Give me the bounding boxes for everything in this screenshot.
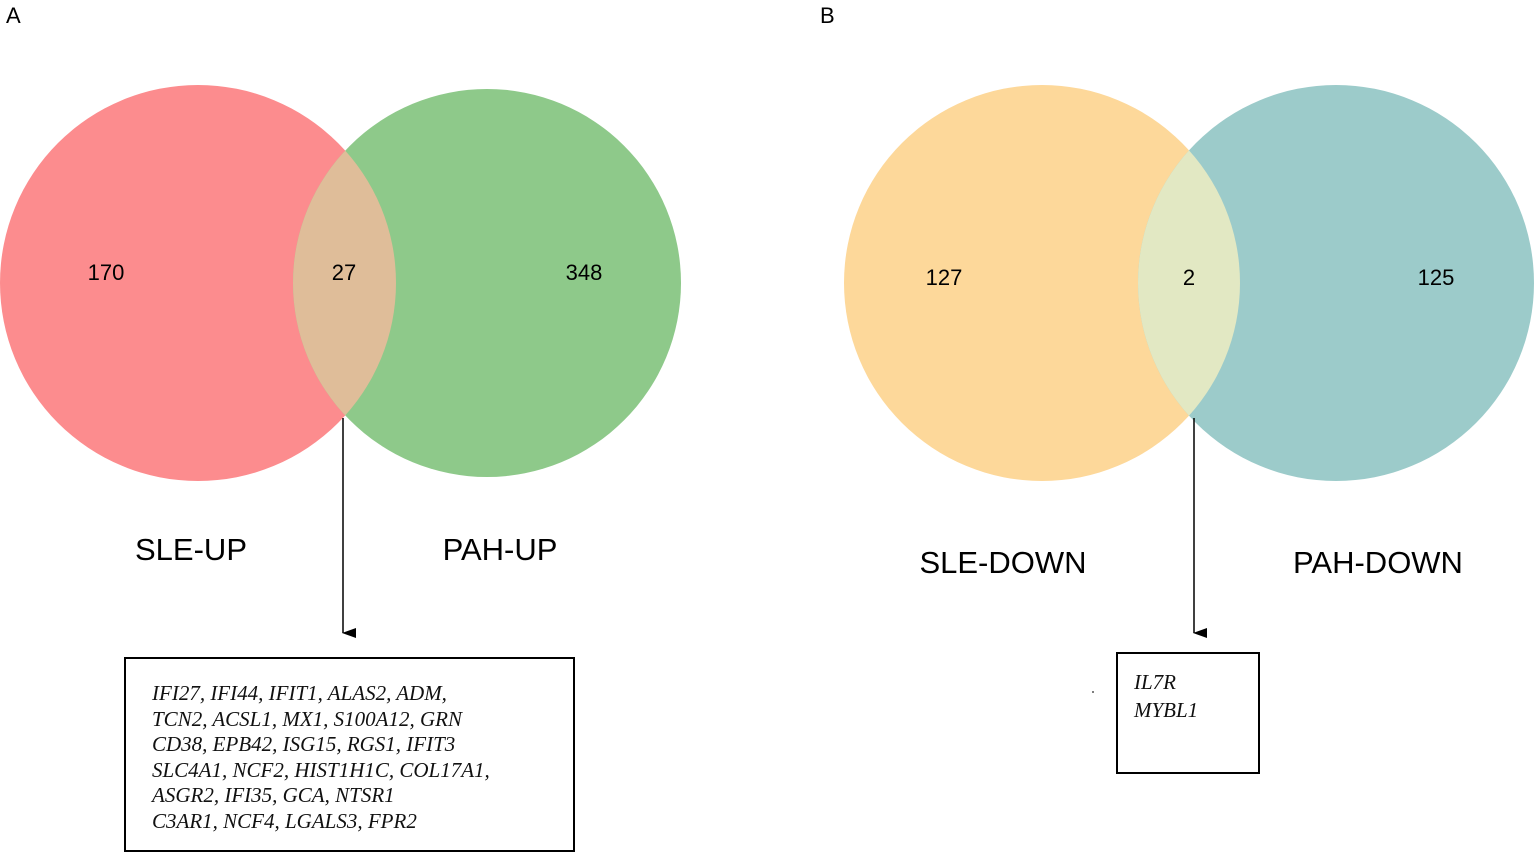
gene-list-line: TCN2, ACSL1, MX1, S100A12, GRN [152,706,462,731]
stray-dot [1092,691,1094,693]
pah-up-label: PAH-UP [442,532,558,567]
sle-down-circle [844,85,1240,481]
gene-list-line: MYBL1 [1134,698,1199,722]
panel-a-letter: A [6,3,21,28]
gene-list-line: CD38, EPB42, ISG15, RGS1, IFIT3 [152,732,456,756]
sle-up-circle [0,85,396,481]
panel-b-letter: B [820,3,835,28]
sle-up-only-count: 170 [87,260,125,285]
down-intersection-count: 2 [1182,265,1196,290]
gene-list-line: IFI27, IFI44, IFIT1, ALAS2, ADM, [152,681,447,705]
up-shared-genes-box: IFI27, IFI44, IFIT1, ALAS2, ADM, TCN2, A… [124,657,575,852]
sle-up-label: SLE-UP [135,532,247,567]
gene-list-line: SLC4A1, NCF2, HIST1H1C, COL17A1, [152,757,490,782]
pah-up-circle [293,89,681,477]
sle-down-only-count: 127 [925,265,963,290]
down-shared-genes-box: IL7R MYBL1 [1116,652,1260,774]
gene-list-line: C3AR1, NCF4, LGALS3, FPR2 [152,808,417,833]
up-intersection-count: 27 [331,260,357,285]
gene-list-line: IL7R [1134,670,1176,694]
sle-down-label: SLE-DOWN [919,545,1087,580]
pah-down-label: PAH-DOWN [1293,545,1463,580]
pah-down-circle [1138,85,1534,481]
gene-list-line: ASGR2, IFI35, GCA, NTSR1 [152,783,395,807]
pah-down-only-count: 125 [1417,265,1455,290]
pah-up-only-count: 348 [565,260,603,285]
